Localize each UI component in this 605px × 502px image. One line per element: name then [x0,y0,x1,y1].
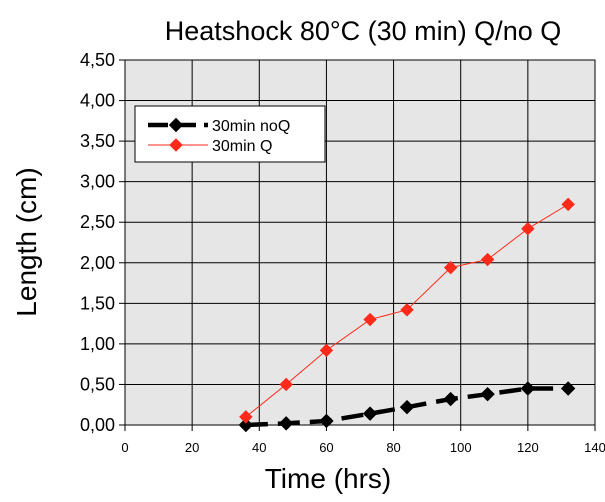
legend-label: 30min Q [212,138,272,155]
y-tick-label: 2,50 [80,212,115,232]
legend-item: 30min noQ [148,117,290,135]
axes: 0,00 0,50 1,00 1,50 2,00 2,50 3,00 3,50 4,00 4,50… [80,50,605,455]
legend: 30min noQ 30min Q [134,105,326,163]
data-point [521,222,535,236]
data-point [319,413,334,429]
x-axis-title: Time (hrs) [265,463,392,494]
legend-box [134,105,326,163]
x-tick-label: 120 [517,440,539,455]
x-tick-label: 20 [185,440,199,455]
data-point [520,381,536,396]
x-tick-label: 0 [121,440,128,455]
data-point [400,303,414,317]
legend-marker [168,117,184,133]
y-tick-label: 2,00 [80,253,115,273]
data-point [443,391,458,407]
data-point [480,252,495,267]
y-tick-label: 3,50 [80,131,115,151]
legend-item: 30min Q [148,138,272,155]
legend-marker [169,138,183,152]
data-point [443,260,458,275]
series-layer [238,197,576,433]
data-point [561,197,575,212]
x-tick-label: 100 [450,440,472,455]
x-tick-label: 80 [386,440,400,455]
data-point [278,416,294,431]
series-2 [239,197,575,424]
data-point [279,377,293,392]
x-tick-label: 40 [252,440,266,455]
legend-label: 30min noQ [212,118,290,135]
y-axis-title: Length (cm) [11,167,42,316]
y-tick-label: 1,50 [80,293,115,313]
x-tick-label: 60 [319,440,333,455]
y-tick-label: 3,00 [80,172,115,192]
y-tick-label: 0,00 [80,415,115,435]
series-1 [238,381,576,433]
data-point [238,417,254,433]
data-point [399,399,415,415]
data-point [362,406,378,421]
data-point [363,312,377,327]
data-point [480,386,495,402]
y-tick-label: 4,00 [80,91,115,111]
x-tick-label: 140 [584,440,605,455]
data-point [239,410,253,424]
y-tick-label: 1,00 [80,334,115,354]
data-point [319,343,334,358]
chart-title: Heatshock 80°C (30 min) Q/no Q [165,16,561,46]
data-point [560,381,576,396]
y-tick-label: 4,50 [80,50,115,70]
y-tick-label: 0,50 [80,374,115,394]
